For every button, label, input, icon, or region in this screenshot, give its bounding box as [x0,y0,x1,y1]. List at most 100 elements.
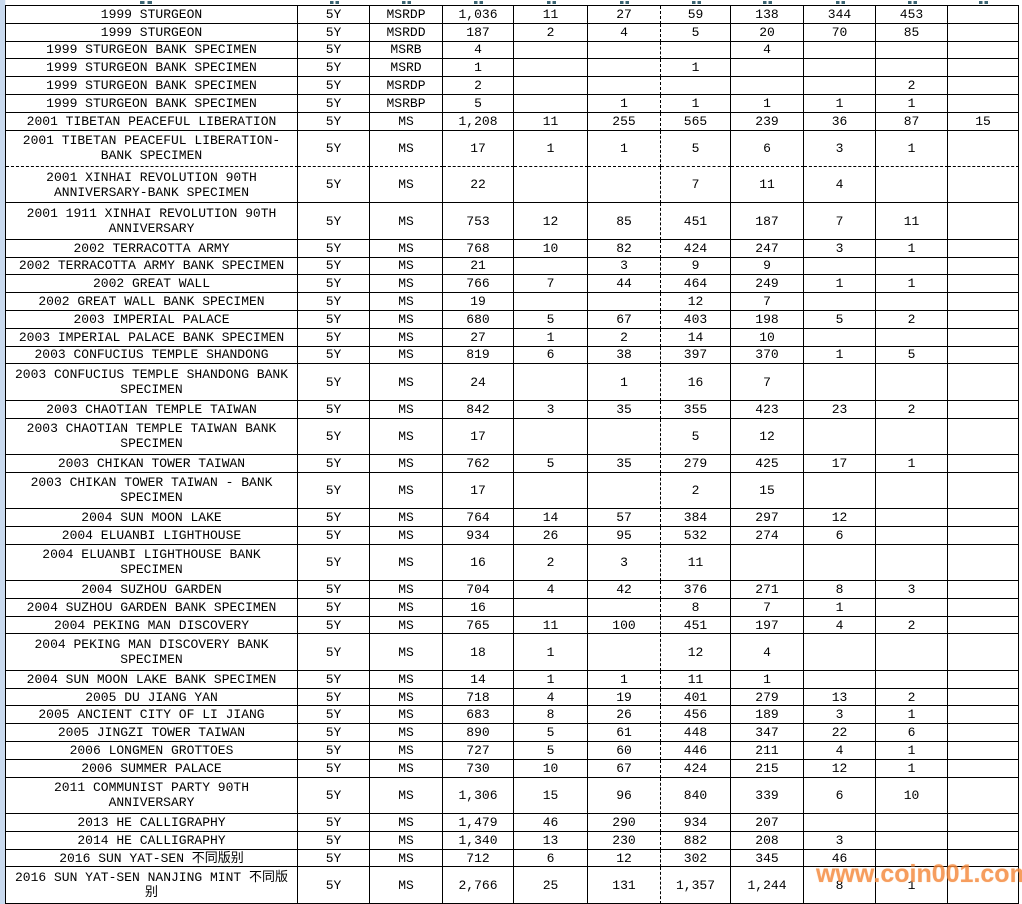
description-cell[interactable]: 2001 1911 XINHAI REVOLUTION 90TH ANNIVER… [6,203,298,240]
table-cell[interactable]: 882 [661,831,731,850]
table-cell[interactable]: MS [370,257,443,276]
table-cell[interactable] [876,814,948,832]
table-cell[interactable] [804,670,876,689]
table-cell[interactable] [588,166,661,204]
table-cell[interactable]: 67 [588,310,661,329]
table-cell[interactable]: 2 [876,400,948,419]
table-cell[interactable]: 5Y [298,759,370,778]
table-cell[interactable]: 453 [876,6,948,24]
table-cell[interactable]: 17 [443,130,514,167]
table-cell[interactable]: 16 [661,364,731,401]
table-cell[interactable]: 27 [588,6,661,24]
table-cell[interactable]: 3 [588,544,661,582]
description-cell[interactable]: 2006 SUMMER PALACE [6,759,298,778]
table-cell[interactable]: 890 [443,724,514,743]
table-cell[interactable]: 424 [661,759,731,778]
table-cell[interactable] [948,706,1019,725]
table-cell[interactable]: 764 [443,509,514,527]
table-cell[interactable]: 211 [731,742,804,760]
table-cell[interactable]: 17 [804,454,876,473]
table-cell[interactable]: 12 [804,759,876,778]
table-cell[interactable]: 4 [804,166,876,204]
table-cell[interactable]: 3 [804,706,876,725]
table-cell[interactable]: 3 [804,130,876,167]
table-cell[interactable]: 26 [588,706,661,725]
table-cell[interactable]: 4 [804,616,876,635]
table-cell[interactable]: MS [370,814,443,832]
description-cell[interactable]: 1999 STURGEON [6,23,298,42]
table-cell[interactable]: 249 [731,275,804,294]
table-cell[interactable]: 5Y [298,544,370,582]
table-cell[interactable]: 11 [514,6,588,24]
table-cell[interactable]: 451 [661,616,731,635]
description-cell[interactable]: 2002 TERRACOTTA ARMY BANK SPECIMEN [6,257,298,276]
table-cell[interactable] [948,328,1019,347]
table-cell[interactable] [948,166,1019,204]
table-cell[interactable] [661,41,731,60]
table-cell[interactable]: 297 [731,509,804,527]
table-cell[interactable]: 727 [443,742,514,760]
table-cell[interactable]: 2 [514,544,588,582]
table-cell[interactable]: 683 [443,706,514,725]
table-cell[interactable]: 2 [514,23,588,42]
description-cell[interactable]: 1999 STURGEON BANK SPECIMEN [6,94,298,113]
table-cell[interactable]: 1 [804,94,876,113]
table-cell[interactable]: 5Y [298,59,370,78]
table-cell[interactable] [948,310,1019,329]
description-cell[interactable]: 2004 SUN MOON LAKE BANK SPECIMEN [6,670,298,689]
table-cell[interactable]: 57 [588,509,661,527]
table-cell[interactable]: 12 [804,509,876,527]
table-cell[interactable]: 355 [661,400,731,419]
table-cell[interactable] [948,41,1019,60]
table-cell[interactable] [588,293,661,311]
table-cell[interactable]: MSRD [370,59,443,78]
table-cell[interactable]: 1 [731,670,804,689]
table-cell[interactable]: 5Y [298,724,370,743]
table-cell[interactable]: 1 [588,670,661,689]
table-cell[interactable]: MS [370,598,443,617]
table-cell[interactable]: MS [370,616,443,635]
table-cell[interactable] [876,544,948,582]
table-cell[interactable] [514,472,588,510]
table-cell[interactable]: 17 [443,472,514,510]
table-cell[interactable]: 1 [876,94,948,113]
table-cell[interactable]: MS [370,239,443,258]
table-cell[interactable] [876,257,948,276]
table-cell[interactable]: MSRDD [370,23,443,42]
table-cell[interactable]: 290 [588,814,661,832]
table-cell[interactable]: 9 [731,257,804,276]
table-cell[interactable] [588,472,661,510]
table-cell[interactable]: 565 [661,112,731,131]
table-cell[interactable]: 271 [731,581,804,599]
table-cell[interactable]: MS [370,346,443,365]
table-cell[interactable]: 46 [804,849,876,868]
table-cell[interactable] [948,257,1019,276]
table-cell[interactable]: 3 [876,581,948,599]
table-cell[interactable]: 704 [443,581,514,599]
table-cell[interactable] [731,59,804,78]
table-cell[interactable]: 5Y [298,6,370,24]
table-cell[interactable] [514,166,588,204]
table-cell[interactable]: 3 [514,400,588,419]
description-cell[interactable]: 2001 XINHAI REVOLUTION 90TH ANNIVERSARY-… [6,166,298,204]
table-cell[interactable]: 347 [731,724,804,743]
table-cell[interactable]: 11 [661,670,731,689]
table-cell[interactable]: 10 [514,239,588,258]
table-cell[interactable] [731,77,804,95]
table-cell[interactable] [948,688,1019,707]
table-cell[interactable]: MS [370,634,443,671]
table-cell[interactable]: 1 [876,742,948,760]
table-cell[interactable] [948,742,1019,760]
table-cell[interactable]: 15 [731,472,804,510]
table-cell[interactable] [948,293,1019,311]
table-cell[interactable]: 5Y [298,616,370,635]
table-cell[interactable]: 2 [876,77,948,95]
table-cell[interactable]: 8 [661,598,731,617]
table-cell[interactable]: 215 [731,759,804,778]
table-cell[interactable] [804,418,876,455]
table-cell[interactable]: 425 [731,454,804,473]
table-cell[interactable]: 6 [804,777,876,815]
table-cell[interactable]: 1 [804,275,876,294]
table-cell[interactable]: 5 [804,310,876,329]
table-cell[interactable]: 3 [804,239,876,258]
